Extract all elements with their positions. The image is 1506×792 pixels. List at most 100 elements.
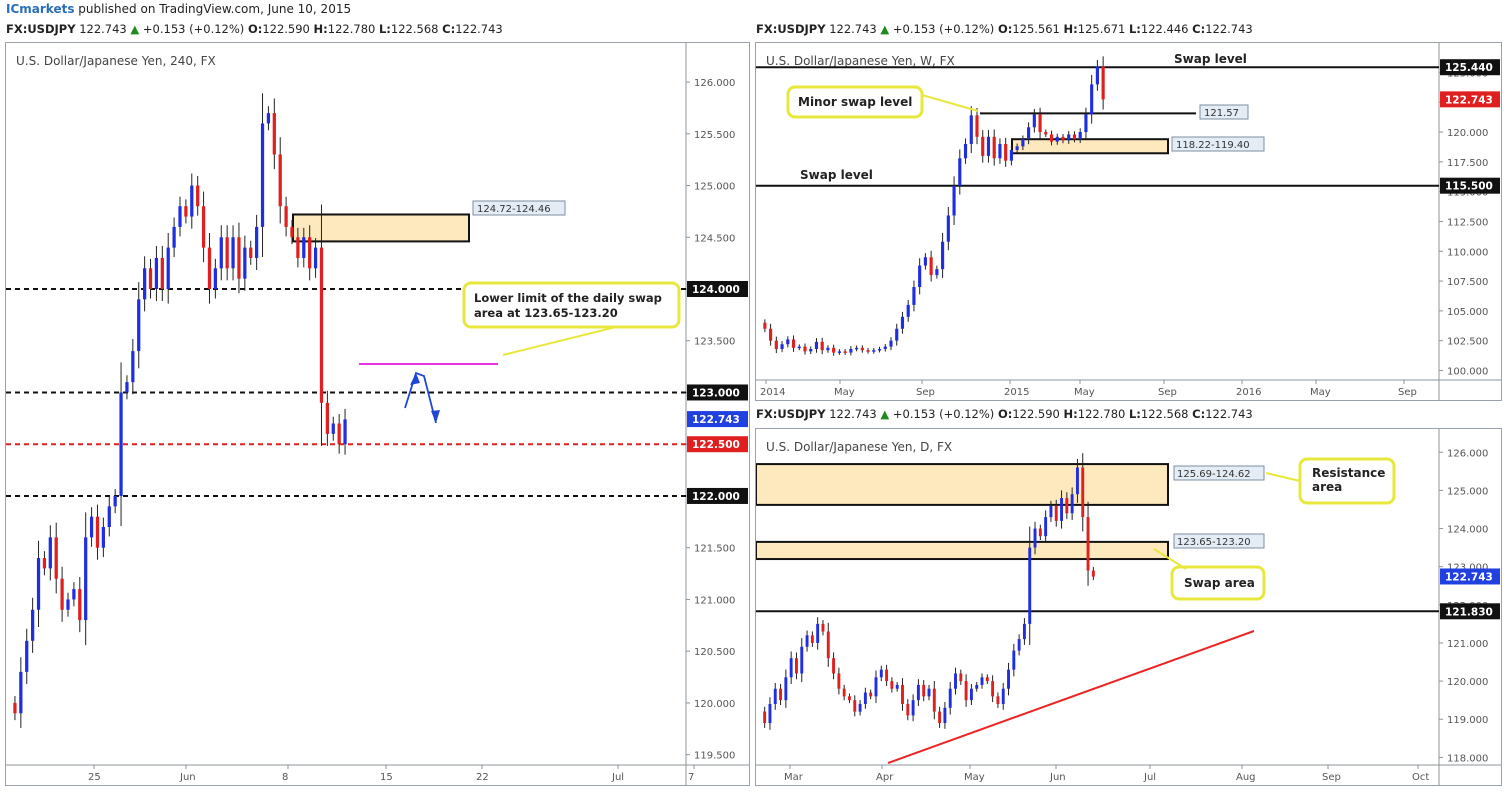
candle-body <box>125 382 129 393</box>
candle-body <box>860 347 864 351</box>
candle-body <box>184 206 188 217</box>
last-price-text: 122.743 <box>1445 94 1493 106</box>
candle-body <box>207 247 212 289</box>
daily-chart-title: U.S. Dollar/Japanese Yen, D, FX <box>766 440 952 454</box>
trendline[interactable] <box>887 630 1255 764</box>
weekly-chart-panel[interactable]: U.S. Dollar/Japanese Yen, W, FX 125.0001… <box>755 42 1502 401</box>
daily-change: +0.153 (+0.12%) <box>892 407 995 421</box>
supply-demand-zone[interactable] <box>1011 138 1169 155</box>
candle-body <box>1078 132 1082 140</box>
candle-body <box>1101 66 1105 100</box>
candle-body <box>160 257 164 289</box>
candle-body <box>963 143 968 159</box>
time-tick-label: May <box>964 772 985 783</box>
candle-body <box>805 635 809 647</box>
supply-demand-zone[interactable] <box>292 213 470 243</box>
h4-chart[interactable]: U.S. Dollar/Japanese Yen, 240, FX 126.00… <box>6 43 749 785</box>
candle-body <box>296 237 300 258</box>
candle-body <box>1001 688 1005 704</box>
candle-body <box>820 341 824 351</box>
candle-body <box>325 402 329 434</box>
candle-body <box>1054 505 1058 521</box>
candle-body <box>837 673 841 689</box>
price-tick-label: 118.000 <box>1447 753 1488 764</box>
candle-body <box>72 589 76 600</box>
candle-body <box>1009 149 1013 161</box>
price-tick-label: 125.000 <box>694 182 735 193</box>
candle-body <box>1091 570 1095 577</box>
daily-low: 122.568 <box>1140 407 1189 421</box>
time-tick-label: 25 <box>88 772 101 783</box>
last-price-tag <box>1440 91 1500 108</box>
weekly-symbol[interactable]: FX:USDJPY <box>756 22 826 36</box>
level-price-tag <box>687 487 748 504</box>
candle-body <box>1028 547 1032 624</box>
candle-body <box>1090 84 1094 115</box>
candle-body <box>889 340 893 347</box>
zone-label-swap: 123.65-123.20 <box>1177 537 1251 548</box>
candle-body <box>1095 66 1099 85</box>
h4-chart-panel[interactable]: U.S. Dollar/Japanese Yen, 240, FX 126.00… <box>5 42 750 786</box>
level-price-text: 115.500 <box>1445 181 1493 193</box>
price-tick-label: 124.000 <box>1447 525 1488 536</box>
candle-body <box>78 589 82 621</box>
candle-body <box>872 350 876 352</box>
price-tick-label: 125.500 <box>694 130 735 141</box>
candle-body <box>810 635 814 643</box>
supply-demand-zone[interactable] <box>755 540 1169 561</box>
time-tick-label: Jun <box>179 772 196 783</box>
candle-body <box>797 346 801 349</box>
publish-info: published on TradingView.com, June 10, 2… <box>78 2 352 16</box>
h4-high: 122.780 <box>327 22 376 36</box>
level-price-text: 125.440 <box>1445 62 1493 74</box>
candle-body <box>843 351 847 353</box>
candle-body <box>1038 528 1042 537</box>
daily-chart[interactable]: U.S. Dollar/Japanese Yen, D, FX 126.000 1… <box>755 429 1501 785</box>
candle-body <box>855 347 859 350</box>
callout-box <box>462 281 681 329</box>
weekly-change: +0.153 (+0.12%) <box>892 22 995 36</box>
daily-chart-panel[interactable]: U.S. Dollar/Japanese Yen, D, FX 126.000 1… <box>755 428 1502 786</box>
callout-line-2: area at 123.65-123.20 <box>474 306 618 320</box>
callout-line-1: Lower limit of the daily swap <box>474 291 662 305</box>
minor-swap-pointer <box>921 94 979 112</box>
candle-body <box>992 136 996 159</box>
level-price-tag <box>687 384 748 401</box>
resistance-label-2: area <box>1312 480 1342 494</box>
daily-quote: FX:USDJPY 122.743 ▲ +0.153 (+0.12%) O:12… <box>756 407 1253 421</box>
candle-body <box>946 215 950 242</box>
time-tick-label: 2014 <box>760 387 785 398</box>
candle-body <box>935 269 939 276</box>
weekly-high: 125.671 <box>1077 22 1126 36</box>
candle-body <box>901 684 904 704</box>
candle-body <box>832 347 836 353</box>
candle-body <box>278 154 282 207</box>
price-tick-label: 100.000 <box>1447 366 1488 377</box>
candle-body <box>60 578 64 610</box>
candle-body <box>816 623 820 643</box>
candle-body <box>784 677 788 701</box>
candle-body <box>773 688 777 704</box>
supply-demand-zone[interactable] <box>755 463 1169 506</box>
candle-body <box>1033 528 1037 548</box>
candle-body <box>13 702 17 714</box>
candle-body <box>874 677 878 697</box>
weekly-chart[interactable]: U.S. Dollar/Japanese Yen, W, FX 125.0001… <box>756 43 1501 400</box>
time-tick-label: Mar <box>784 772 804 783</box>
h4-symbol[interactable]: FX:USDJPY <box>6 22 76 36</box>
candle-body <box>883 346 887 350</box>
zone-label-box <box>472 200 566 216</box>
candle-body <box>814 341 819 350</box>
last-price-text: 122.743 <box>1445 571 1493 583</box>
candle-body <box>879 669 883 678</box>
publisher-link[interactable]: ICmarkets <box>6 2 75 16</box>
daily-symbol[interactable]: FX:USDJPY <box>756 407 826 421</box>
candle-body <box>313 247 318 269</box>
candle-body <box>911 700 915 716</box>
time-tick-label: May <box>1074 387 1095 398</box>
candle-body <box>1055 136 1059 142</box>
candle-body <box>1072 134 1077 140</box>
resistance-label-1: Resistance <box>1312 466 1385 480</box>
candle-body <box>243 247 247 279</box>
zone-label-resistance: 125.69-124.62 <box>1177 469 1251 480</box>
